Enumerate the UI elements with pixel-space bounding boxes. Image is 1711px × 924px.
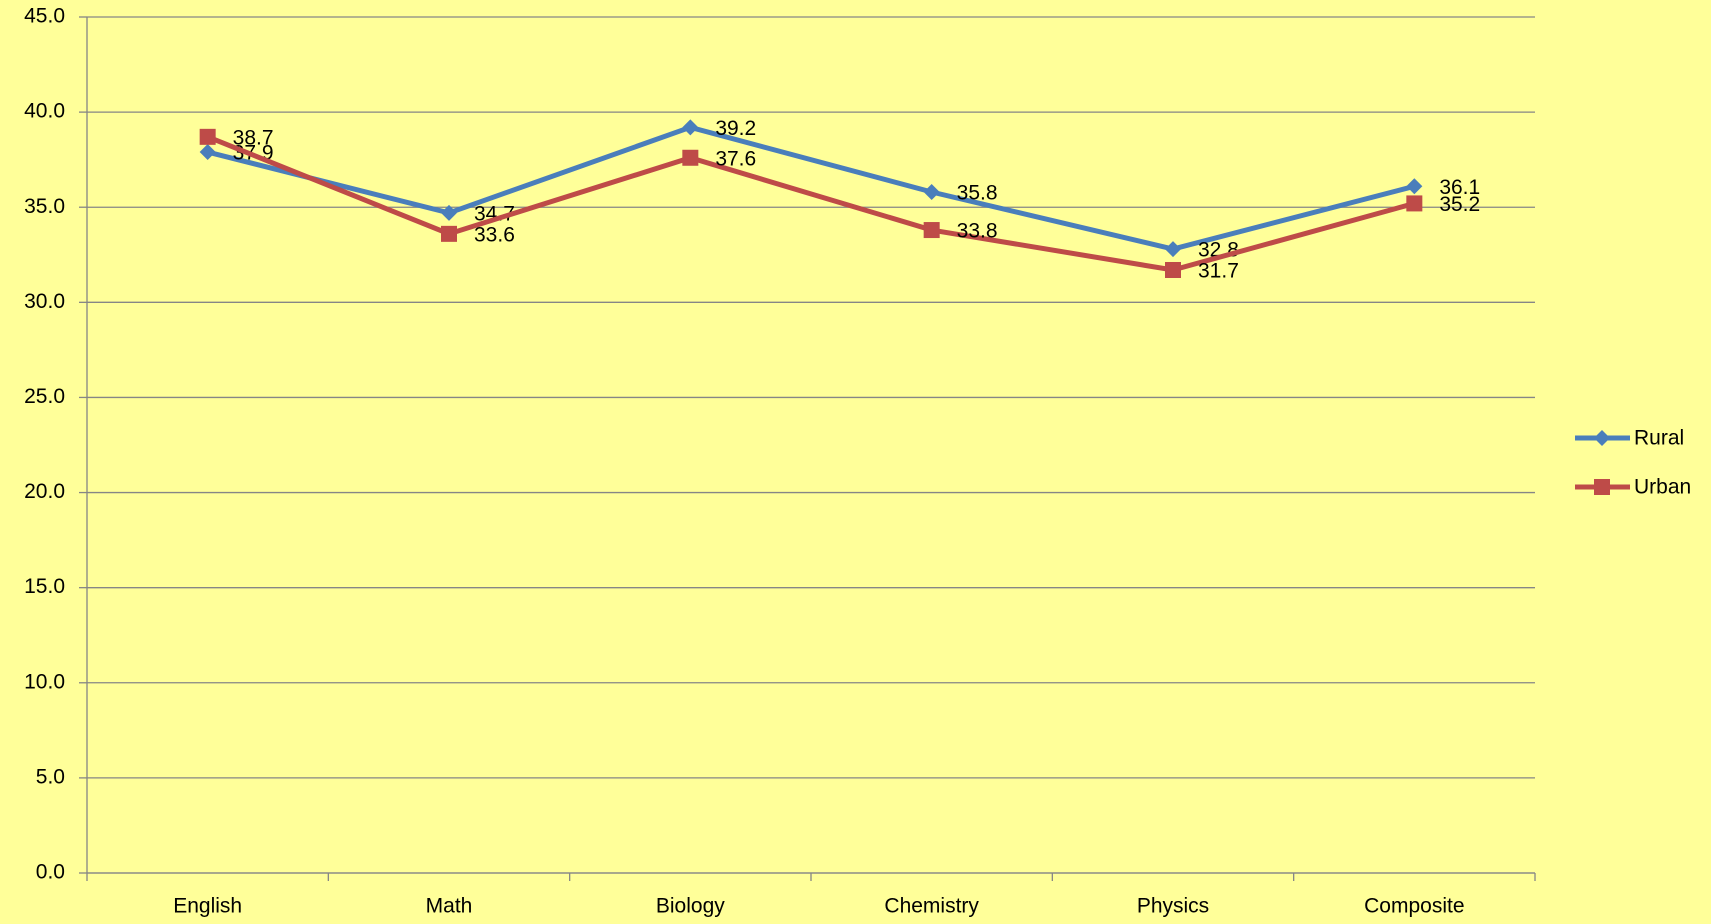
y-tick-label: 30.0 (24, 290, 65, 313)
x-tick-label: Physics (1137, 895, 1209, 918)
data-point (682, 119, 699, 136)
legend-label: Urban (1634, 476, 1691, 499)
data-point (923, 184, 940, 201)
series-line (206, 134, 1415, 273)
data-label: 36.1 (1439, 176, 1480, 199)
data-label: 38.7 (233, 126, 274, 149)
data-label: 33.8 (957, 220, 998, 243)
series-line (207, 124, 1415, 252)
x-tick-label: Biology (656, 895, 725, 918)
data-point (199, 144, 216, 161)
data-point (441, 204, 457, 221)
data-label: 34.7 (474, 202, 515, 225)
y-tick-label: 25.0 (24, 385, 65, 408)
data-label: 31.7 (1198, 260, 1239, 283)
y-tick-label: 40.0 (24, 100, 65, 123)
y-tick-label: 45.0 (24, 5, 65, 28)
legend-marker (1594, 479, 1610, 495)
y-tick-label: 0.0 (36, 861, 65, 884)
data-point (1406, 195, 1423, 212)
x-tick-label: Math (426, 895, 473, 918)
data-point (441, 225, 457, 242)
legend-marker (1594, 430, 1610, 446)
data-label: 39.2 (715, 117, 756, 140)
data-point (1406, 178, 1423, 195)
y-tick-label: 15.0 (24, 575, 65, 598)
data-point (1165, 241, 1181, 258)
x-tick-label: Chemistry (884, 895, 979, 918)
y-tick-label: 5.0 (36, 765, 65, 788)
legend-label: Rural (1634, 427, 1684, 450)
data-label: 35.2 (1439, 193, 1480, 216)
data-label: 37.6 (715, 147, 756, 170)
data-point (682, 149, 699, 166)
data-label: 35.8 (957, 182, 998, 205)
y-tick-label: 10.0 (24, 670, 65, 693)
data-point (923, 222, 940, 239)
data-point (199, 128, 216, 145)
y-tick-label: 35.0 (24, 195, 65, 218)
y-tick-label: 20.0 (24, 480, 65, 503)
x-tick-label: Composite (1364, 895, 1464, 918)
x-tick-label: English (173, 895, 242, 918)
data-label: 33.6 (474, 223, 515, 246)
data-point (1165, 261, 1181, 278)
